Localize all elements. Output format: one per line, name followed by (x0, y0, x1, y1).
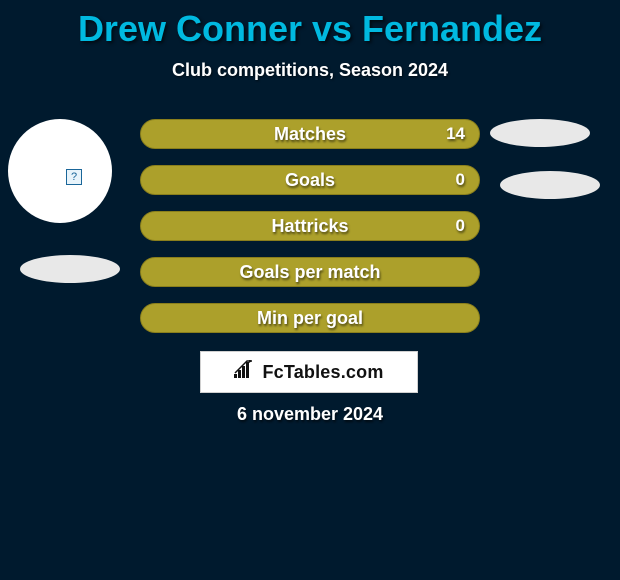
stat-bar-label: Goals (141, 166, 479, 194)
stat-bar: Hattricks 0 (140, 211, 480, 241)
player-left-avatar: ? (8, 119, 112, 223)
stat-bar-value: 0 (456, 166, 465, 194)
player-left-shadow (20, 255, 120, 283)
stat-bar: Goals per match (140, 257, 480, 287)
bar-chart-icon (234, 360, 256, 385)
stat-bar: Matches 14 (140, 119, 480, 149)
date-label: 6 november 2024 (0, 404, 620, 425)
stat-bar: Min per goal (140, 303, 480, 333)
avatar-placeholder-icon: ? (66, 169, 82, 185)
stat-bar-label: Min per goal (141, 304, 479, 332)
stat-bar-value: 0 (456, 212, 465, 240)
player-right-shadow-bottom (500, 171, 600, 199)
fctables-badge: FcTables.com (200, 351, 418, 393)
page-subtitle: Club competitions, Season 2024 (0, 60, 620, 81)
stat-bars: Matches 14 Goals 0 Hattricks 0 Goals per… (140, 119, 480, 349)
badge-text: FcTables.com (262, 362, 383, 383)
stat-bar-label: Matches (141, 120, 479, 148)
stat-bar-value: 14 (446, 120, 465, 148)
stat-bar-label: Hattricks (141, 212, 479, 240)
player-right-shadow-top (490, 119, 590, 147)
stat-bar: Goals 0 (140, 165, 480, 195)
stat-bar-label: Goals per match (141, 258, 479, 286)
page-title: Drew Conner vs Fernandez (0, 8, 620, 50)
